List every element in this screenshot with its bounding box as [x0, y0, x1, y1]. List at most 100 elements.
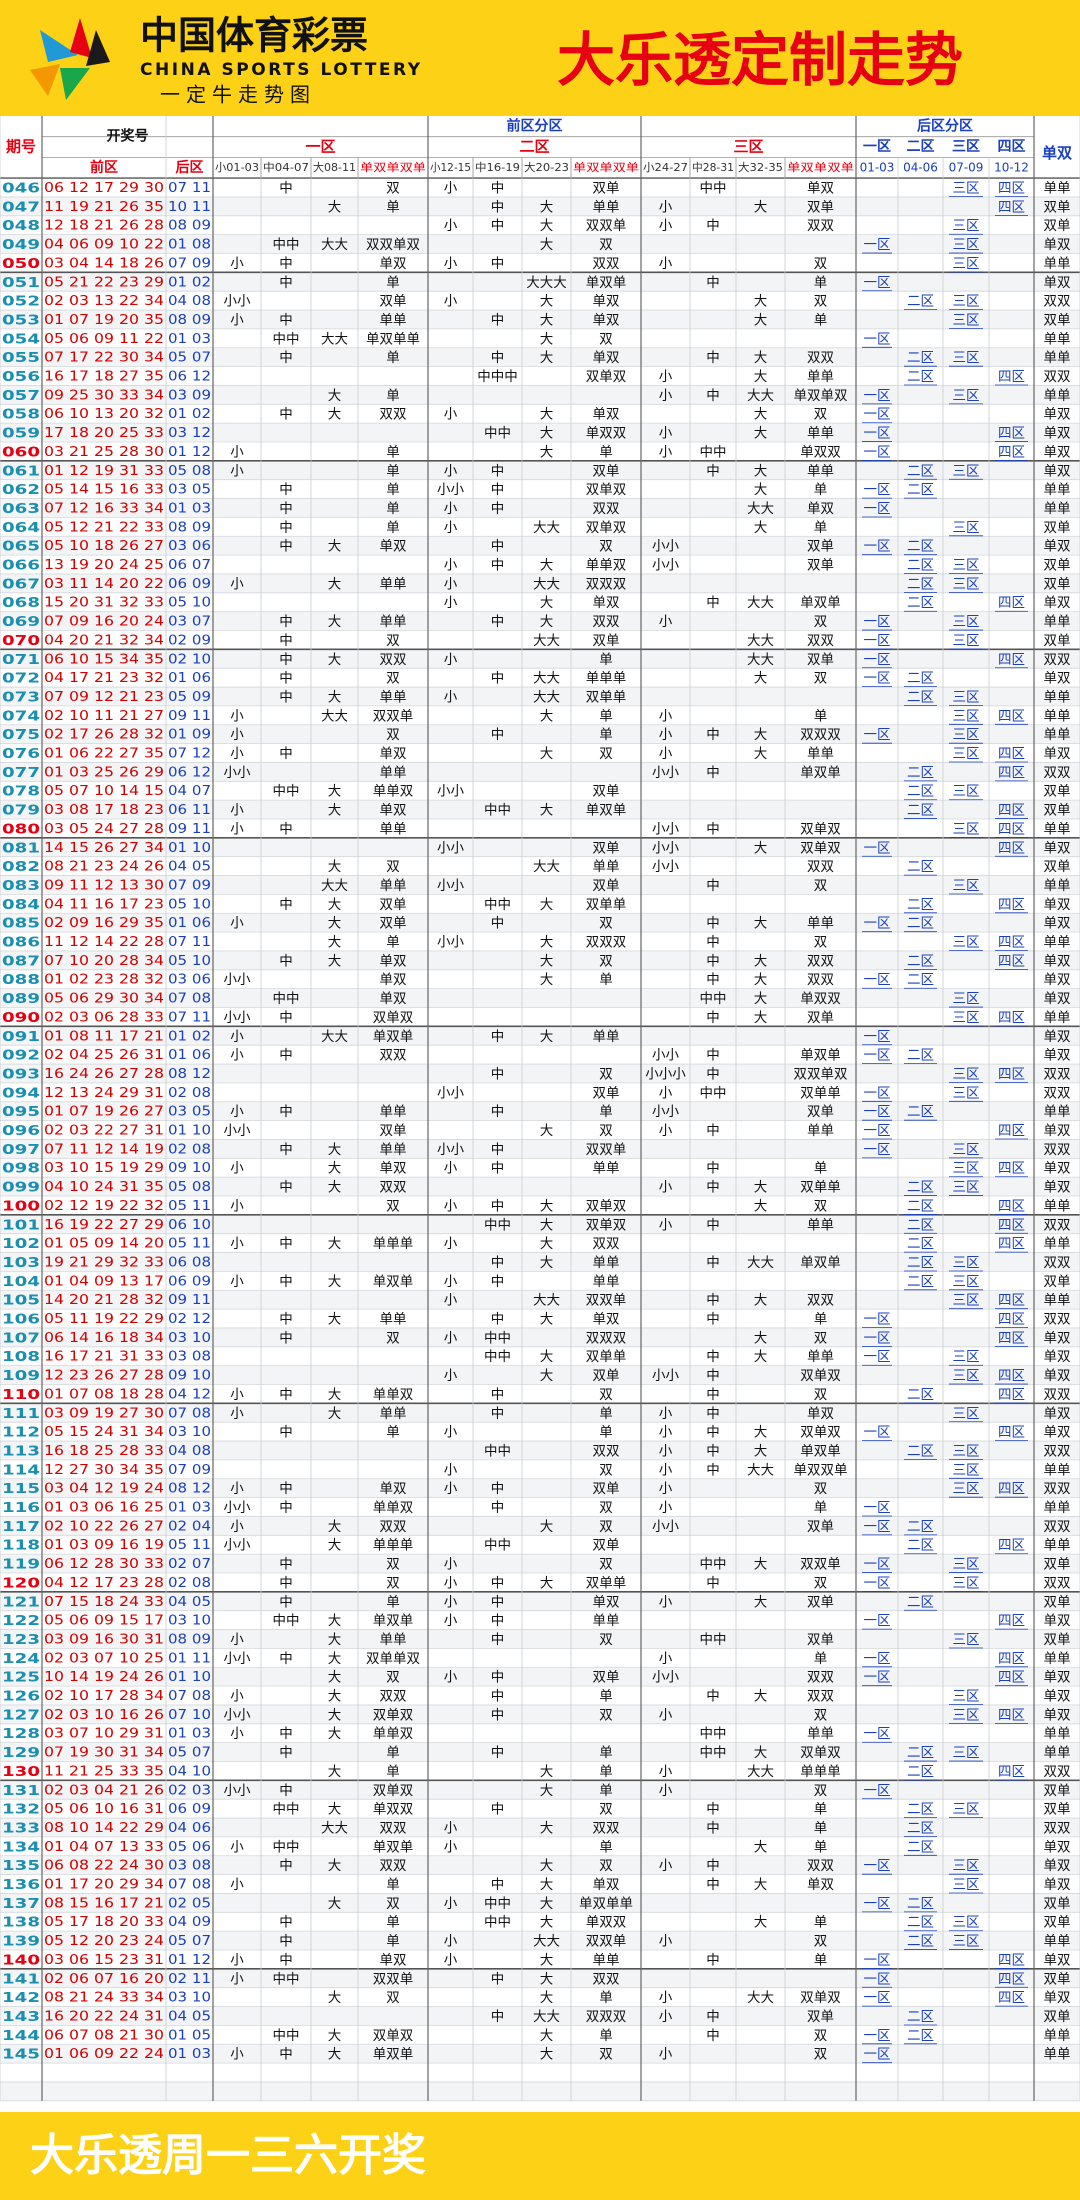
parity: 双双单 — [586, 1934, 627, 1950]
row-stripe — [0, 1931, 1080, 1950]
back-numbers: 02 04 — [168, 1519, 211, 1534]
parity: 单双 — [380, 1161, 407, 1177]
zone-mark: 小 — [659, 1425, 673, 1441]
back-numbers: 07 09 — [168, 878, 211, 893]
parity: 单单 — [380, 1142, 407, 1158]
zone-mark: 中 — [706, 1689, 720, 1705]
back-zone: 三区 — [953, 1481, 980, 1497]
parity: 双 — [814, 614, 828, 630]
back-zone-head: 一区 — [863, 139, 891, 155]
logo-en: CHINA SPORTS LOTTERY — [140, 60, 421, 80]
back-zone: 二区 — [907, 539, 934, 555]
parity: 单单 — [380, 689, 407, 705]
zone-mark: 小小小 — [645, 1066, 686, 1082]
front-numbers: 03 07 10 29 31 — [44, 1727, 164, 1742]
back-zone-head: 三区 — [952, 139, 980, 155]
parity: 单 — [599, 1764, 613, 1780]
back-zone: 二区 — [907, 1764, 934, 1780]
parity: 单双 — [380, 972, 407, 988]
back-numbers: 03 10 — [168, 1614, 211, 1629]
back-numbers: 01 11 — [168, 1651, 211, 1666]
zone-mark: 小 — [444, 1820, 458, 1836]
parity: 双单 — [807, 539, 834, 555]
front-numbers: 08 10 14 22 29 — [44, 1821, 164, 1836]
issue: 102 — [2, 1236, 40, 1252]
issue: 127 — [2, 1707, 40, 1723]
zone-mark: 大大 — [747, 1255, 774, 1271]
parity: 单双 — [1044, 237, 1071, 253]
zone-mark: 大 — [754, 1915, 768, 1931]
zone-mark: 大 — [328, 1613, 342, 1629]
back-zone: 二区 — [907, 1538, 934, 1554]
back-numbers: 05 08 — [168, 464, 211, 479]
back-numbers: 01 02 — [168, 275, 211, 290]
parity: 双单 — [1044, 1971, 1071, 1987]
back-numbers: 09 11 — [168, 709, 211, 724]
back-zone: 一区 — [864, 671, 891, 687]
front-numbers: 01 05 09 14 20 — [44, 1237, 164, 1252]
back-zone: 三区 — [953, 237, 980, 253]
issue: 077 — [2, 765, 40, 781]
parity: 单单 — [1044, 2028, 1071, 2044]
issue: 106 — [2, 1312, 40, 1328]
back-numbers: 01 06 — [168, 1048, 211, 1063]
zone-mark: 大 — [540, 897, 554, 913]
front-zones-head: 前区分区 — [507, 117, 563, 134]
parity: 单单 — [1044, 181, 1071, 197]
zone-col-head: 大20-23 — [524, 160, 569, 174]
back-numbers: 08 09 — [168, 520, 211, 535]
zone-mark: 中中 — [273, 331, 300, 347]
back-numbers: 03 08 — [168, 1859, 211, 1874]
parity: 单双 — [380, 1481, 407, 1497]
zone-mark: 中 — [491, 1707, 505, 1723]
back-zone: 三区 — [953, 1274, 980, 1290]
parity: 单双 — [1044, 275, 1071, 291]
front-numbers: 03 09 19 27 30 — [44, 1406, 164, 1421]
row-stripe — [0, 724, 1080, 744]
front-numbers: 03 04 12 19 24 — [44, 1482, 164, 1497]
parity: 单 — [386, 501, 400, 517]
zone-mark: 小 — [230, 1519, 244, 1535]
zone-mark: 大 — [540, 1255, 554, 1271]
front-numbers: 02 03 04 21 26 — [44, 1783, 164, 1798]
back-zone: 三区 — [953, 1707, 980, 1723]
zone-mark: 小小 — [224, 1010, 251, 1026]
row-stripe — [0, 1252, 1080, 1272]
parity: 单单 — [593, 859, 620, 875]
zone-mark: 中 — [279, 181, 293, 197]
zone-mark: 小小 — [224, 1538, 251, 1554]
row-stripe — [0, 1327, 1080, 1347]
row-stripe — [0, 2081, 1080, 2101]
zone-mark: 大 — [540, 746, 554, 762]
zone-mark: 小小 — [652, 821, 680, 837]
issue: 144 — [2, 2028, 40, 2044]
parity: 双双 — [1044, 1519, 1071, 1535]
parity: 双双 — [380, 1519, 407, 1535]
front-numbers: 03 10 15 19 29 — [44, 1161, 164, 1176]
issue: 140 — [2, 1952, 40, 1968]
parity: 双双 — [1044, 1066, 1071, 1082]
zone-mark: 小 — [230, 463, 244, 479]
issue: 055 — [2, 350, 40, 366]
parity: 双双 — [380, 1048, 407, 1064]
back-zone: 二区 — [907, 595, 934, 611]
zone-col-head: 中04-07 — [263, 161, 309, 174]
parity: 单单 — [1044, 614, 1071, 630]
zone-mark: 中 — [706, 595, 720, 611]
issue: 094 — [2, 1085, 40, 1101]
parity: 单双单 — [373, 1839, 414, 1855]
parity: 双双单双 — [794, 1066, 848, 1082]
zone-mark: 小 — [230, 576, 244, 592]
zone-mark: 中 — [491, 1312, 505, 1328]
zone-mark: 小 — [230, 312, 244, 328]
back-zone: 四区 — [998, 746, 1025, 762]
front-numbers: 01 07 19 26 27 — [44, 1105, 164, 1120]
zone-mark: 大 — [754, 1443, 768, 1459]
issue: 054 — [2, 331, 40, 347]
front-numbers: 07 12 16 33 34 — [44, 501, 164, 516]
zone-mark: 大 — [540, 312, 554, 328]
zone-mark: 大 — [328, 1689, 342, 1705]
back-zone: 二区 — [907, 558, 934, 574]
back-zone: 二区 — [907, 1519, 934, 1535]
zone-mark: 中 — [706, 1123, 720, 1139]
